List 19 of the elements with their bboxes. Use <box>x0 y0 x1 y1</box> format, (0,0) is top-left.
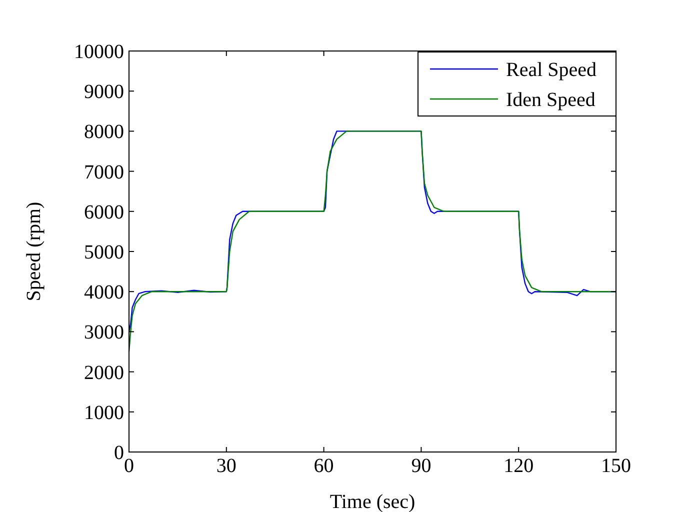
y-tick-label: 1000 <box>84 402 124 424</box>
y-tick-label: 7000 <box>84 161 124 184</box>
y-tick-label: 9000 <box>84 81 124 104</box>
x-tick-label: 150 <box>601 455 631 477</box>
x-tick-label: 60 <box>314 455 334 477</box>
y-tick-label: 4000 <box>84 282 124 304</box>
y-tick-label: 6000 <box>84 201 124 224</box>
y-tick-label: 3000 <box>84 322 124 344</box>
x-tick-label: 90 <box>411 455 432 477</box>
y-tick-label: 5000 <box>84 242 124 264</box>
x-tick-label: 30 <box>216 455 236 477</box>
y-tick-label: 10000 <box>74 41 124 63</box>
y-tick-label: 8000 <box>84 121 124 144</box>
legend-label: Real Speed <box>506 59 597 81</box>
x-tick-label: 120 <box>504 455 534 477</box>
y-axis-title: Speed (rpm) <box>23 202 45 302</box>
y-tick-label: 2000 <box>84 362 124 384</box>
x-axis-title: Time (sec) <box>330 491 416 512</box>
legend-label: Iden Speed <box>506 89 596 111</box>
